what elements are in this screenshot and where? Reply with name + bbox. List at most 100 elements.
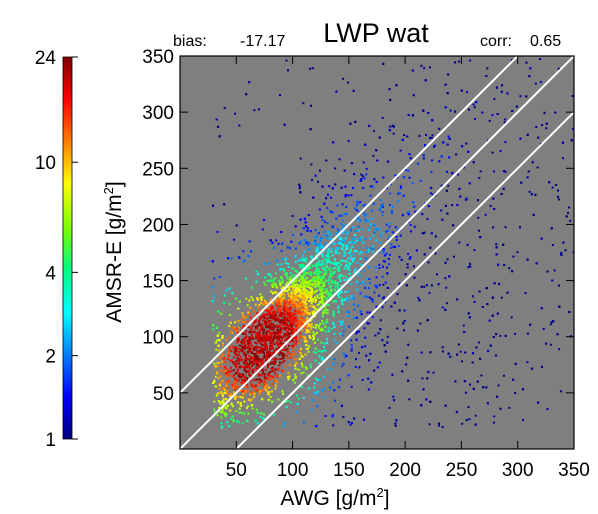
density-cell (390, 243, 393, 246)
density-cell (290, 285, 293, 288)
density-cell (369, 282, 371, 285)
density-cell (468, 418, 471, 421)
density-cell (329, 275, 332, 278)
density-cell (350, 194, 353, 197)
density-cell (306, 226, 309, 229)
density-cell (231, 327, 234, 330)
density-cell (447, 73, 450, 76)
density-cell (265, 324, 268, 327)
density-cell (302, 284, 305, 286)
density-cell (241, 411, 243, 414)
density-cell (228, 303, 231, 306)
density-cell (283, 354, 286, 357)
density-cell (301, 274, 304, 277)
density-cell (386, 266, 388, 269)
density-cell (266, 322, 269, 325)
density-cell (266, 279, 269, 282)
density-cell (230, 257, 233, 260)
density-cell (290, 317, 293, 320)
density-cell (353, 417, 356, 420)
density-cell (287, 352, 290, 355)
density-cell (381, 116, 384, 119)
density-cell (246, 342, 249, 345)
density-cell (241, 312, 244, 315)
density-cell (307, 309, 310, 312)
density-cell (311, 298, 314, 300)
density-cell (319, 169, 321, 172)
density-cell (417, 162, 420, 165)
density-cell (271, 313, 274, 315)
density-cell (479, 170, 482, 173)
density-cell (305, 344, 308, 347)
density-cell (425, 133, 427, 136)
density-cell (300, 233, 303, 236)
density-cell (338, 247, 340, 250)
density-cell (262, 332, 265, 334)
density-cell (288, 295, 291, 297)
density-cell (393, 399, 395, 402)
density-cell (359, 275, 362, 278)
density-cell (295, 283, 298, 286)
density-cell (422, 154, 425, 157)
density-cell (445, 189, 448, 192)
density-cell (316, 274, 319, 277)
density-cell (222, 400, 225, 403)
density-cell (299, 157, 302, 160)
density-cell (280, 309, 282, 312)
density-cell (382, 260, 385, 263)
density-cell (299, 277, 302, 280)
density-cell (286, 350, 289, 353)
density-cell (321, 277, 324, 280)
density-cell (273, 343, 276, 346)
density-cell (392, 395, 395, 398)
density-cell (342, 334, 344, 337)
density-cell (309, 271, 312, 274)
density-cell (330, 292, 333, 295)
density-cell (254, 303, 257, 306)
density-cell (289, 320, 292, 323)
density-cell (335, 90, 338, 93)
density-cell (264, 276, 267, 279)
density-cell (270, 367, 273, 370)
density-cell (288, 302, 291, 305)
density-cell (344, 185, 347, 188)
density-cell (214, 375, 217, 378)
density-cell (313, 276, 316, 279)
density-cell (264, 319, 266, 322)
density-cell (363, 327, 366, 330)
density-cell (244, 340, 246, 343)
density-cell (265, 330, 268, 333)
density-cell (280, 249, 283, 252)
density-cell (288, 329, 291, 331)
density-cell (261, 359, 264, 362)
density-cell (336, 281, 339, 284)
density-cell (387, 229, 390, 232)
density-cell (260, 323, 263, 326)
density-cell (292, 320, 295, 323)
density-cell (292, 315, 295, 318)
density-cell (236, 357, 239, 359)
density-cell (298, 350, 301, 353)
density-cell (333, 288, 336, 291)
density-cell (338, 214, 341, 217)
density-cell (287, 372, 290, 374)
density-cell (270, 275, 273, 278)
density-cell (270, 377, 273, 380)
density-cell (255, 342, 258, 345)
density-cell (281, 336, 284, 339)
density-cell (300, 263, 303, 266)
density-cell (250, 250, 252, 253)
density-cell (273, 309, 276, 311)
density-cell (283, 290, 286, 293)
density-cell (469, 383, 471, 386)
density-cell (353, 250, 356, 253)
density-cell (245, 383, 248, 386)
density-cell (328, 266, 331, 269)
density-cell (359, 201, 362, 204)
density-cell (264, 345, 267, 348)
density-cell (498, 283, 501, 286)
density-cell (557, 195, 559, 198)
density-cell (324, 220, 326, 223)
density-cell (257, 108, 260, 111)
density-cell (350, 344, 353, 346)
